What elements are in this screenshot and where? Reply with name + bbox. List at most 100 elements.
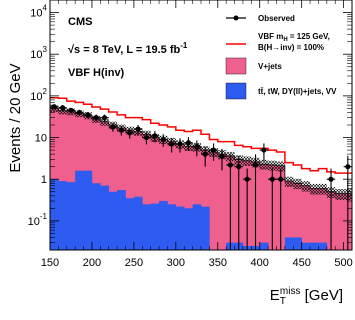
bar-top-other bbox=[108, 191, 118, 250]
legend-label-top: tt̄, tW, DY(ll)+jets, VV bbox=[258, 87, 337, 96]
bar-vjets bbox=[125, 130, 135, 250]
data-point bbox=[108, 123, 118, 132]
x-tick-label: 150 bbox=[41, 257, 59, 269]
legend-item-top: tt̄, tW, DY(ll)+jets, VV bbox=[225, 82, 337, 100]
data-point bbox=[326, 168, 336, 250]
uncertainty-band bbox=[276, 161, 285, 172]
data-point bbox=[242, 168, 252, 250]
y-tick-label: 102 bbox=[30, 87, 47, 103]
analysis-label: VBF H(inv) bbox=[68, 67, 125, 79]
data-point bbox=[226, 154, 235, 250]
bar-vjets bbox=[201, 150, 210, 250]
bar-top-other bbox=[58, 181, 68, 250]
bar-vjets bbox=[117, 127, 126, 250]
data-point bbox=[268, 168, 277, 250]
bar-top-other bbox=[201, 206, 210, 250]
legend-item-signal: VBF mH = 125 GeV, B(H→inv) = 100% bbox=[226, 32, 330, 52]
cms-label: CMS bbox=[68, 16, 92, 28]
bar-vjets bbox=[301, 185, 311, 250]
data-point bbox=[159, 134, 168, 147]
data-point bbox=[75, 109, 84, 116]
data-point bbox=[91, 114, 101, 122]
bar-top-other bbox=[175, 206, 185, 250]
y-tick-label: 1 bbox=[41, 174, 47, 186]
uncertainty-band bbox=[310, 183, 319, 195]
x-tick-label: 200 bbox=[83, 257, 101, 269]
bar-vjets bbox=[217, 154, 227, 250]
data-point bbox=[142, 132, 151, 145]
x-tick-label: 450 bbox=[292, 257, 310, 269]
data-point bbox=[58, 105, 67, 111]
uncertainty-band bbox=[242, 156, 252, 166]
bar-vjets bbox=[335, 193, 344, 250]
bar-top-other bbox=[167, 204, 177, 250]
data-point bbox=[234, 156, 243, 250]
bar-top-other bbox=[150, 203, 160, 250]
x-tick-label: 300 bbox=[167, 257, 185, 269]
bar-top-other bbox=[259, 242, 269, 250]
bar-vjets bbox=[175, 143, 185, 250]
legend-label-signal: VBF mH = 125 GeV, bbox=[258, 32, 330, 43]
x-tick-label: 250 bbox=[125, 257, 143, 269]
bar-vjets bbox=[192, 146, 202, 250]
signal-line bbox=[50, 97, 352, 174]
bar-top-other bbox=[117, 190, 126, 250]
uncertainty-band bbox=[335, 189, 344, 200]
data-point bbox=[167, 138, 176, 153]
plot-area bbox=[50, 97, 352, 250]
uncertainty-band bbox=[301, 181, 311, 192]
y-tick-label: 104 bbox=[30, 4, 47, 20]
uncertainty-band bbox=[284, 176, 294, 187]
bar-top-other bbox=[75, 170, 84, 250]
bar-vjets bbox=[159, 139, 168, 250]
axes: 150 200 250 300 350 400 450 500 10-1 1 10 102 103 104 bbox=[28, 0, 353, 269]
data-point bbox=[184, 137, 193, 151]
bar-top-other bbox=[100, 185, 110, 250]
x-tick-label: 400 bbox=[251, 257, 269, 269]
bar-vjets bbox=[284, 181, 294, 250]
svg-text:B(H→inv) = 100%: B(H→inv) = 100% bbox=[258, 43, 324, 52]
uncertainty-band bbox=[268, 160, 277, 171]
histogram-stack bbox=[50, 97, 352, 250]
bar-vjets bbox=[318, 188, 328, 250]
data-point bbox=[133, 125, 143, 135]
bar-vjets bbox=[58, 110, 68, 250]
data-point bbox=[83, 112, 92, 119]
bar-vjets bbox=[150, 137, 160, 250]
legend-label-observed: Observed bbox=[258, 14, 295, 23]
y-tick-label: 103 bbox=[30, 45, 47, 61]
bar-top-other bbox=[284, 237, 294, 250]
y-tick-label: 10 bbox=[35, 133, 47, 145]
bar-top-other bbox=[318, 242, 328, 250]
uncertainty-band bbox=[293, 178, 302, 190]
y-axis-title: Events / 20 GeV bbox=[7, 63, 24, 172]
data-point bbox=[125, 128, 134, 139]
bar-vjets bbox=[66, 111, 76, 250]
uncertainty-band bbox=[259, 159, 269, 170]
bar-vjets bbox=[209, 151, 219, 250]
data-point bbox=[259, 143, 269, 161]
bar-top-other bbox=[50, 179, 59, 250]
bar-top-other bbox=[133, 196, 143, 250]
bar-top-other bbox=[125, 198, 135, 250]
bar-top-other bbox=[83, 170, 93, 250]
bar-vjets bbox=[293, 183, 302, 250]
bar-vjets bbox=[133, 131, 143, 250]
data-point bbox=[209, 143, 218, 161]
data-point bbox=[150, 131, 160, 143]
bar-top-other bbox=[91, 183, 101, 250]
legend-item-observed: Observed bbox=[226, 14, 295, 23]
data-point bbox=[66, 107, 76, 114]
x-tick-label: 500 bbox=[334, 257, 352, 269]
uncertainty-band bbox=[100, 118, 109, 126]
bar-vjets bbox=[142, 134, 151, 250]
x-tick-label: 350 bbox=[209, 257, 227, 269]
bar-top-other bbox=[310, 242, 319, 250]
y-tick-label: 10-1 bbox=[28, 212, 48, 228]
data-point bbox=[117, 126, 126, 136]
bar-vjets bbox=[259, 164, 269, 250]
data-point bbox=[201, 146, 210, 167]
bar-top-other bbox=[142, 204, 151, 250]
bar-top-other bbox=[184, 208, 193, 250]
